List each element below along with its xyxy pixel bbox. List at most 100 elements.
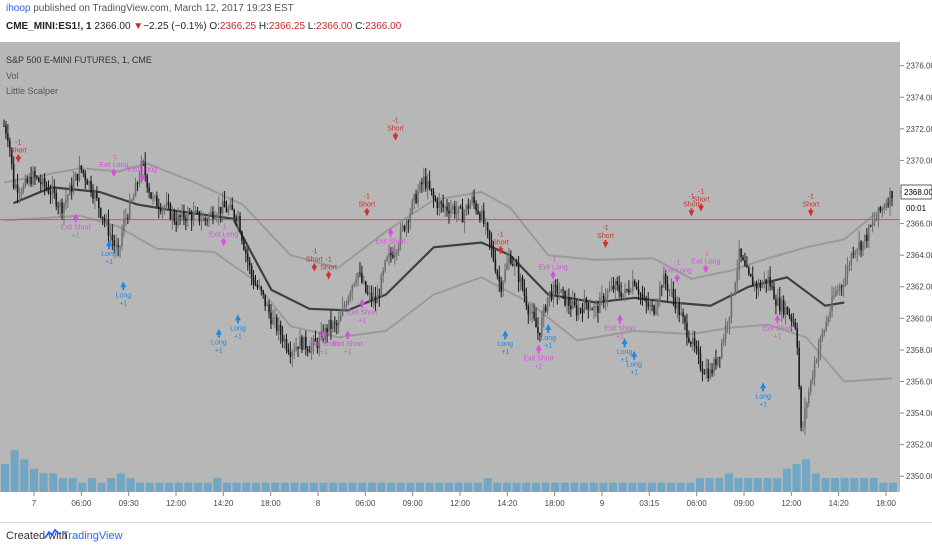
volume-bar — [387, 482, 396, 492]
volume-bar — [223, 482, 231, 492]
candle-body — [214, 217, 216, 220]
candle-body — [871, 221, 874, 226]
candle-body — [395, 251, 398, 254]
candle-body — [782, 299, 785, 315]
candle-body — [601, 295, 603, 298]
candle-body — [175, 221, 177, 226]
author-link[interactable]: ihoop — [6, 3, 31, 14]
signal-label: Long — [617, 349, 633, 356]
candle-body — [659, 286, 661, 301]
candle-body — [689, 342, 692, 345]
tradingview-logo-icon[interactable] — [44, 527, 60, 546]
candle-body — [442, 203, 444, 208]
candle-body — [426, 180, 429, 189]
candle-body — [136, 183, 139, 185]
signal-exit: Exit Short+1 — [376, 227, 406, 254]
signal-label: Short — [693, 197, 710, 204]
candle-body — [24, 179, 27, 187]
volume-bar — [686, 482, 695, 492]
indicator-legend[interactable]: Little Scalper — [6, 86, 59, 96]
price-tick-label: 2366.00 — [906, 220, 932, 229]
candle-body — [719, 357, 721, 358]
candle-body — [560, 289, 562, 293]
price-tick-label: 2352.00 — [906, 441, 932, 450]
candle-body — [660, 286, 663, 288]
candle-body — [43, 178, 46, 187]
candle-body — [550, 291, 553, 300]
volume-bar — [589, 482, 598, 492]
signal-arrow-up-icon — [621, 338, 628, 345]
candle-body — [312, 338, 315, 345]
volume-bar — [724, 473, 733, 492]
candle-body — [817, 349, 820, 360]
signal-arrow-up-icon — [120, 281, 127, 288]
signal-qty: -1 — [674, 260, 680, 267]
candle-body — [815, 359, 818, 363]
tradingview-brand-link[interactable]: TradingView — [62, 530, 123, 542]
candle-body — [748, 267, 750, 275]
candle-body — [177, 215, 179, 226]
candle-body — [380, 275, 383, 297]
volume-bar — [667, 482, 675, 492]
price-tick-label: 2362.00 — [906, 283, 932, 292]
volume-bar — [628, 482, 637, 492]
candle-body — [3, 125, 5, 127]
candle-body — [775, 299, 777, 306]
candle-body — [76, 173, 79, 181]
candle-body — [318, 337, 321, 349]
candle-body — [291, 351, 294, 357]
volume-bar — [58, 478, 67, 492]
candle-body — [738, 248, 740, 270]
candle-body — [595, 306, 597, 307]
volume-bar — [879, 482, 888, 492]
candle-body — [88, 181, 90, 185]
candle-body — [481, 210, 483, 220]
candle-body — [127, 218, 129, 219]
candle-body — [41, 178, 44, 185]
signal-arrow-up-icon — [215, 328, 222, 335]
upper-band-line — [3, 162, 893, 280]
candle-body — [258, 286, 261, 288]
signal-exit: Exit Short+1 — [524, 344, 554, 370]
price-axis[interactable] — [900, 42, 932, 522]
candle-body — [123, 218, 125, 232]
quote-line: CME_MINI:ES1!, 1 2366.00 ▼−2.25 (−0.1%) … — [6, 21, 401, 32]
candle-body — [544, 306, 547, 312]
plot-area[interactable] — [0, 42, 900, 492]
candle-body — [386, 256, 388, 261]
candle-body — [225, 207, 228, 213]
signal-arrow-down-icon — [363, 210, 370, 217]
volume-bar — [145, 482, 154, 492]
candle-body — [432, 191, 435, 199]
time-axis[interactable] — [0, 492, 900, 522]
candle-body — [606, 291, 609, 298]
candle-body — [14, 184, 17, 188]
candle-body — [142, 161, 145, 163]
volume-bar — [116, 473, 125, 492]
candle-body — [452, 206, 454, 210]
candle-body — [10, 148, 13, 164]
candle-body — [12, 163, 15, 188]
candle-body — [751, 276, 754, 287]
chart-title: S&P 500 E-MINI FUTURES, 1, CME — [6, 55, 152, 65]
signal-label: Long — [498, 341, 514, 348]
volume-legend[interactable]: Vol — [6, 71, 19, 81]
candle-body — [889, 191, 891, 206]
signal-label: Short — [320, 265, 337, 272]
candle-body — [281, 334, 284, 342]
candle-body — [159, 208, 162, 212]
candle-body — [450, 209, 452, 214]
candle-body — [471, 196, 473, 203]
candle-body — [320, 331, 323, 338]
candle-body — [316, 341, 319, 349]
time-tick-label: 09:30 — [119, 499, 140, 508]
signal-qty: -1 — [703, 250, 709, 257]
candle-body — [684, 316, 686, 323]
candle-body — [30, 176, 32, 185]
candle-body — [125, 218, 127, 219]
signal-qty: -1 — [364, 193, 370, 200]
low-label: L: — [307, 21, 317, 32]
